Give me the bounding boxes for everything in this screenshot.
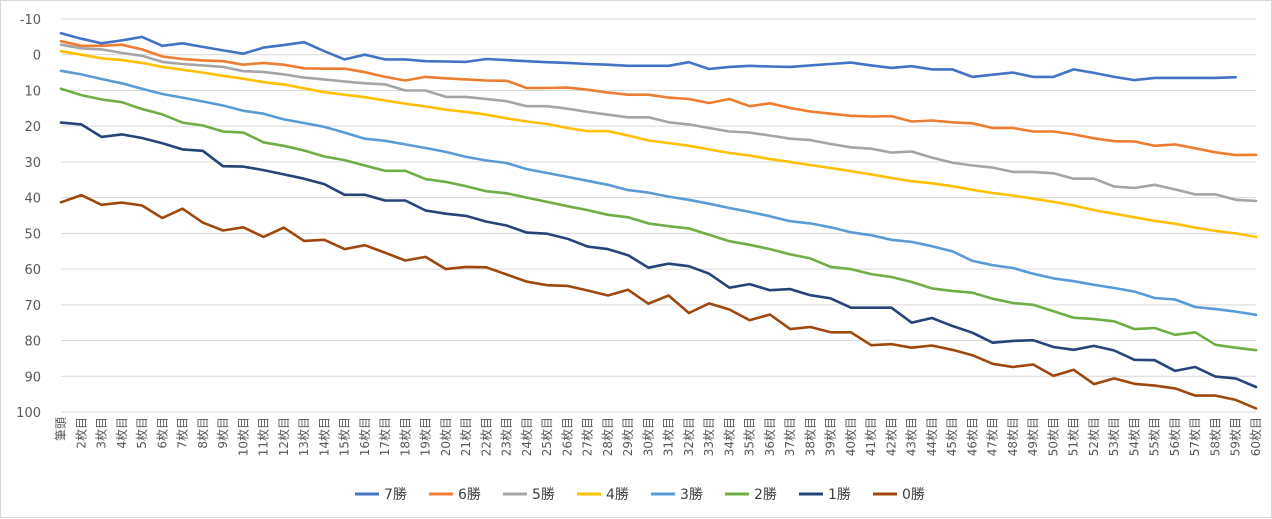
y-tick-label: 20 bbox=[24, 120, 41, 135]
x-tick-label: 15枚目 bbox=[337, 417, 352, 456]
x-tick-label: 7枚目 bbox=[175, 417, 190, 449]
x-tick-label: 35枚目 bbox=[742, 417, 757, 456]
legend-label: 7勝 bbox=[384, 487, 407, 503]
x-tick-label: 54枚目 bbox=[1126, 417, 1141, 456]
y-tick-label: 100 bbox=[16, 406, 41, 421]
x-tick-label: 53枚目 bbox=[1106, 417, 1121, 456]
gridlines bbox=[61, 18, 1256, 413]
x-tick-label: 16枚目 bbox=[357, 417, 372, 456]
x-tick-label: 21枚目 bbox=[458, 417, 473, 456]
x-tick-label: 38枚目 bbox=[802, 417, 817, 456]
legend: 7勝 6勝 5勝 4勝 3勝 2勝 1勝 0勝 bbox=[355, 487, 925, 503]
x-tick-label: 46枚目 bbox=[964, 417, 979, 456]
x-tick-label: 14枚目 bbox=[316, 417, 331, 456]
x-tick-label: 22枚目 bbox=[478, 417, 493, 456]
legend-label: 1勝 bbox=[828, 487, 851, 503]
y-tick-label: 0 bbox=[33, 49, 41, 64]
x-tick-label: 3枚目 bbox=[94, 417, 109, 449]
x-tick-label: 41枚目 bbox=[863, 417, 878, 456]
series-line-7 bbox=[59, 193, 1258, 410]
x-tick-label: 20枚目 bbox=[438, 417, 453, 456]
y-tick-label: 30 bbox=[24, 156, 41, 171]
x-tick-label: 10枚目 bbox=[235, 417, 250, 456]
x-tick-label: 23枚目 bbox=[499, 417, 514, 456]
y-tick-label: 40 bbox=[24, 192, 41, 207]
x-tick-label: 40枚目 bbox=[843, 417, 858, 456]
x-tick-label: 5枚目 bbox=[134, 417, 149, 449]
x-tick-label: 30枚目 bbox=[640, 417, 655, 456]
series-line-1 bbox=[59, 39, 1258, 157]
series-line-2 bbox=[59, 43, 1258, 203]
x-tick-label: 12枚目 bbox=[276, 417, 291, 456]
x-tick-label: 49枚目 bbox=[1025, 417, 1040, 456]
legend-label: 2勝 bbox=[754, 487, 777, 503]
x-tick-label: 50枚目 bbox=[1045, 417, 1060, 456]
x-tick-label: 55枚目 bbox=[1147, 417, 1162, 456]
x-tick-label: 2枚目 bbox=[73, 417, 88, 449]
x-tick-label: 37枚目 bbox=[782, 417, 797, 456]
x-tick-label: 36枚目 bbox=[762, 417, 777, 456]
x-tick-label: 42枚目 bbox=[883, 417, 898, 456]
y-tick-label: 80 bbox=[24, 335, 41, 350]
x-tick-label: 33枚目 bbox=[701, 417, 716, 456]
y-tick-label: -10 bbox=[20, 13, 41, 28]
x-tick-label: 17枚目 bbox=[377, 417, 392, 456]
x-tick-label: 11枚目 bbox=[256, 417, 271, 456]
x-tick-label: 57枚目 bbox=[1187, 417, 1202, 456]
x-tick-label: 26枚目 bbox=[559, 417, 574, 456]
legend-label: 5勝 bbox=[532, 487, 555, 503]
x-tick-label: 45枚目 bbox=[944, 417, 959, 456]
x-tick-label: 8枚目 bbox=[195, 417, 210, 449]
y-tick-label: 60 bbox=[24, 263, 41, 278]
x-tick-label: 31枚目 bbox=[661, 417, 676, 456]
x-tick-label: 4枚目 bbox=[114, 417, 129, 449]
x-tick-label: 24枚目 bbox=[519, 417, 534, 456]
legend-label: 3勝 bbox=[680, 487, 703, 503]
x-tick-label: 56枚目 bbox=[1167, 417, 1182, 456]
y-tick-label: 50 bbox=[24, 227, 41, 242]
series-line-0 bbox=[59, 31, 1237, 82]
x-tick-label: 6枚目 bbox=[154, 417, 169, 449]
y-axis-ticks: -10 0 10 20 30 40 50 60 70 80 90 100 bbox=[16, 13, 41, 421]
x-tick-label: 25枚目 bbox=[539, 417, 554, 456]
x-axis-ticks: 筆頭 2枚目 3枚目 4枚目 5枚目 6枚目 7枚目 8枚目 9枚目 10枚目 11枚目 12枚目 13… bbox=[54, 417, 1263, 456]
x-tick-label: 48枚目 bbox=[1005, 417, 1020, 456]
x-tick-label: 39枚目 bbox=[823, 417, 838, 456]
y-tick-label: 90 bbox=[24, 370, 41, 385]
x-tick-label: 18枚目 bbox=[397, 417, 412, 456]
x-tick-label: 44枚目 bbox=[924, 417, 939, 456]
x-tick-label: 筆頭 bbox=[54, 417, 68, 441]
legend-label: 0勝 bbox=[902, 487, 925, 503]
y-tick-label: 70 bbox=[24, 299, 41, 314]
series-line-4 bbox=[59, 69, 1258, 317]
x-tick-label: 13枚目 bbox=[296, 417, 311, 456]
x-tick-label: 58枚目 bbox=[1207, 417, 1222, 456]
series-line-6 bbox=[59, 121, 1258, 389]
x-tick-label: 47枚目 bbox=[985, 417, 1000, 456]
x-tick-label: 43枚目 bbox=[904, 417, 919, 456]
legend-label: 6勝 bbox=[458, 487, 481, 503]
x-tick-label: 60枚目 bbox=[1248, 417, 1263, 456]
x-tick-label: 34枚目 bbox=[721, 417, 736, 456]
x-tick-label: 27枚目 bbox=[580, 417, 595, 456]
x-tick-label: 32枚目 bbox=[681, 417, 696, 456]
series-lines bbox=[59, 31, 1258, 410]
series-line-5 bbox=[59, 87, 1258, 352]
x-tick-label: 59枚目 bbox=[1228, 417, 1243, 456]
series-line-3 bbox=[59, 49, 1258, 239]
x-tick-label: 19枚目 bbox=[418, 417, 433, 456]
x-tick-label: 52枚目 bbox=[1086, 417, 1101, 456]
x-tick-label: 28枚目 bbox=[600, 417, 615, 456]
x-tick-label: 9枚目 bbox=[215, 417, 230, 449]
legend-label: 4勝 bbox=[606, 487, 629, 503]
y-tick-label: 10 bbox=[24, 84, 41, 99]
x-tick-label: 29枚目 bbox=[620, 417, 635, 456]
x-tick-label: 51枚目 bbox=[1066, 417, 1081, 456]
